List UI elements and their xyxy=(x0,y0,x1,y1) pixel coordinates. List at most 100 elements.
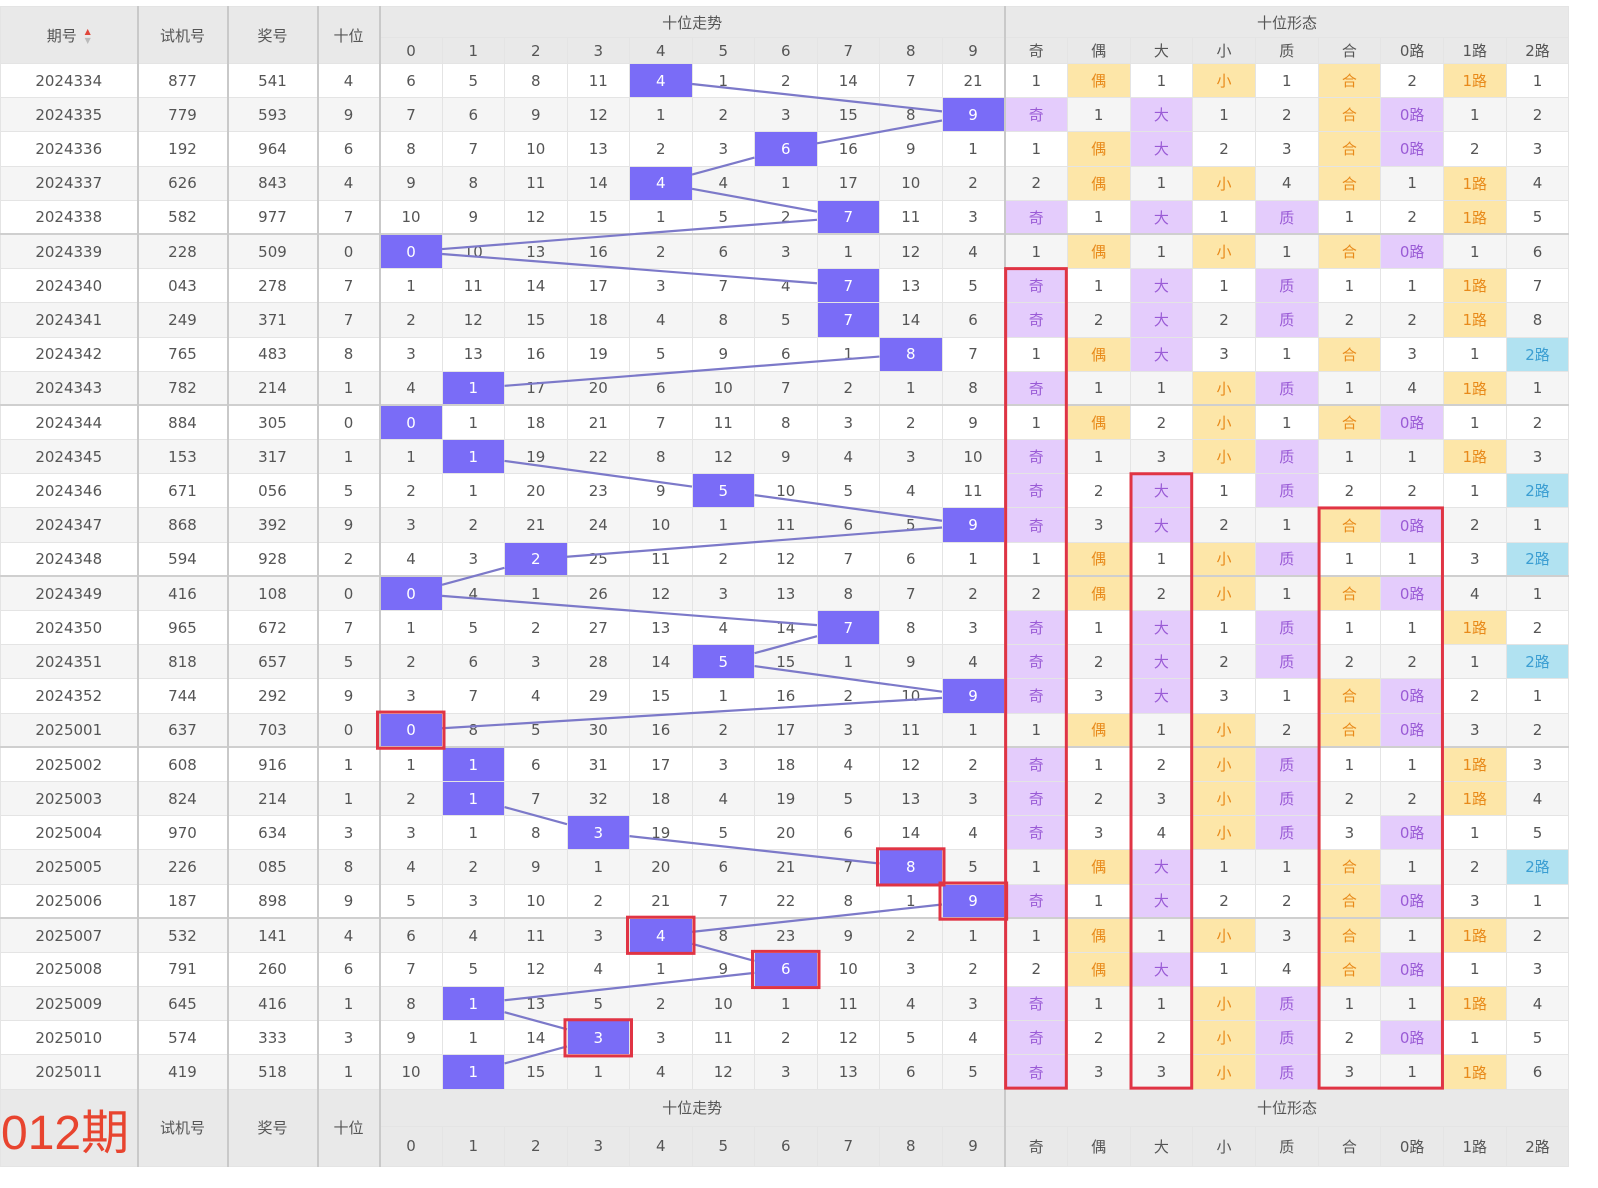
form-miss-cell: 2 xyxy=(1317,780,1382,817)
trend-miss-cell: 4 xyxy=(379,849,443,885)
trend-miss-cell: 2 xyxy=(941,165,1006,201)
prize-number-cell: 108 xyxy=(227,575,319,612)
trend-miss-cell: 6 xyxy=(816,507,880,543)
table-row: 2024347 868 392 9 3 2 21 24 10 1 11 6 5 9 奇 3 大 2 1 合 0路 2 1 xyxy=(0,507,1570,543)
period-cell: 2024334 xyxy=(0,62,139,99)
table-row: 2024336 192 964 6 8 7 10 13 2 3 6 16 9 1 1 偶大 2 3 合 0路 2 3 xyxy=(0,131,1570,167)
trend-miss-cell: 6 xyxy=(504,746,568,782)
table-row: 2025004 970 634 3 3 1 8 3 19 5 20 6 14 4 奇 3 4 小质 3 0路 1 5 xyxy=(0,815,1570,851)
form-hit-cell: 奇 xyxy=(1004,815,1068,851)
form-miss-cell: 2 xyxy=(1129,1020,1194,1056)
table-row: 2024334 877 541 4 6 5 8 11 4 1 2 14 7 21 1 偶 1 小 1 合 2 1路 1 xyxy=(0,62,1570,99)
footer-digit-2: 2 xyxy=(504,1125,568,1167)
form-hit-cell: 小 xyxy=(1192,541,1256,577)
trend-miss-cell: 2 xyxy=(566,883,630,919)
form-miss-cell: 1 xyxy=(1004,336,1068,372)
form-miss-cell: 3 xyxy=(1066,507,1131,543)
prize-number-cell: 657 xyxy=(227,644,319,680)
form-hit-cell: 2路 xyxy=(1505,849,1570,885)
trend-hit-cell: 5 xyxy=(691,473,755,509)
footer-form-label: 奇 xyxy=(1004,1125,1068,1167)
form-miss-cell: 3 xyxy=(1442,883,1507,919)
trend-miss-cell: 1 xyxy=(941,917,1006,953)
prize-number-cell: 964 xyxy=(227,131,319,167)
form-hit-cell: 质 xyxy=(1254,986,1319,1022)
form-hit-cell: 奇 xyxy=(1004,473,1068,509)
trend-miss-cell: 5 xyxy=(941,1054,1006,1090)
trend-miss-cell: 21 xyxy=(629,883,693,919)
form-miss-cell: 1 xyxy=(1129,917,1194,953)
trend-miss-cell: 22 xyxy=(754,883,818,919)
trend-miss-cell: 8 xyxy=(504,62,568,99)
form-hit-cell: 偶 xyxy=(1066,541,1131,577)
form-miss-cell: 8 xyxy=(1505,302,1570,338)
period-cell: 2024339 xyxy=(0,233,139,270)
prize-number-header: 奖号 xyxy=(227,6,319,64)
form-hit-cell: 合 xyxy=(1317,507,1382,543)
footer-trend-group-header: 十位走势 xyxy=(378,1088,1006,1127)
footer-digit-4: 4 xyxy=(629,1125,693,1167)
form-miss-cell: 1 xyxy=(1254,507,1319,543)
header-digit-0: 0 xyxy=(379,37,443,64)
form-miss-cell: 1 xyxy=(1066,746,1131,782)
form-hit-cell: 质 xyxy=(1254,268,1319,304)
period-cell: 2024348 xyxy=(0,541,139,577)
form-miss-cell: 1 xyxy=(1442,951,1507,988)
header-form-label: 合 xyxy=(1317,37,1382,64)
trend-miss-cell: 2 xyxy=(754,199,818,235)
form-hit-cell: 偶 xyxy=(1066,575,1131,612)
form-hit-cell: 小 xyxy=(1192,1020,1256,1056)
header-digit-3: 3 xyxy=(566,37,630,64)
table-row: 2024343 782 214 1 4 1 17 20 6 10 7 2 1 8 奇 1 1 小质 1 4 1路 1 xyxy=(0,370,1570,406)
trend-miss-cell: 7 xyxy=(879,575,943,612)
prize-number-cell: 214 xyxy=(227,370,319,406)
form-miss-cell: 1 xyxy=(1505,575,1570,612)
prize-number-cell: 634 xyxy=(227,815,319,851)
trend-miss-cell: 21 xyxy=(566,404,630,441)
trend-miss-cell: 16 xyxy=(754,678,818,714)
trend-miss-cell: 3 xyxy=(629,268,693,304)
form-miss-cell: 1 xyxy=(1317,986,1382,1022)
trend-miss-cell: 9 xyxy=(504,849,568,885)
form-hit-cell: 大 xyxy=(1129,473,1194,509)
trend-miss-cell: 1 xyxy=(754,986,818,1022)
trend-miss-cell: 2 xyxy=(504,609,568,646)
trend-hit-cell: 0 xyxy=(379,233,443,270)
period-cell: 2024338 xyxy=(0,199,139,235)
trend-miss-cell: 20 xyxy=(629,849,693,885)
form-hit-cell: 质 xyxy=(1254,199,1319,235)
header-digit-9: 9 xyxy=(941,37,1006,64)
trend-miss-cell: 19 xyxy=(629,815,693,851)
trend-miss-cell: 2 xyxy=(379,473,443,509)
sort-icon[interactable]: ▲ ▼ xyxy=(84,27,91,45)
form-hit-cell: 1路 xyxy=(1442,780,1507,817)
trend-miss-cell: 19 xyxy=(566,336,630,372)
trend-hit-cell: 6 xyxy=(754,951,818,988)
tens-cell: 0 xyxy=(317,575,381,612)
form-miss-cell: 4 xyxy=(1254,951,1319,988)
trend-miss-cell: 2 xyxy=(691,712,755,748)
prize-number-cell: 333 xyxy=(227,1020,319,1056)
header-digit-8: 8 xyxy=(879,37,943,64)
trend-miss-cell: 6 xyxy=(941,302,1006,338)
form-miss-cell: 2 xyxy=(1317,1020,1382,1056)
form-hit-cell: 2路 xyxy=(1505,541,1570,577)
tens-cell: 9 xyxy=(317,507,381,543)
trend-miss-cell: 2 xyxy=(629,986,693,1022)
form-miss-cell: 1 xyxy=(1004,849,1068,885)
form-miss-cell: 2 xyxy=(1129,746,1194,782)
header-form-label: 大 xyxy=(1129,37,1194,64)
period-header[interactable]: 期号 ▲ ▼ xyxy=(0,6,139,64)
trend-miss-cell: 1 xyxy=(441,473,505,509)
form-hit-cell: 奇 xyxy=(1004,1054,1068,1090)
period-cell: 2025008 xyxy=(0,951,139,988)
form-miss-cell: 1 xyxy=(1192,199,1256,235)
form-miss-cell: 1 xyxy=(1380,849,1444,885)
form-miss-cell: 1 xyxy=(1380,268,1444,304)
prize-number-cell: 483 xyxy=(227,336,319,372)
test-number-cell: 965 xyxy=(137,609,229,646)
trend-hit-cell: 1 xyxy=(441,780,505,817)
trend-miss-cell: 4 xyxy=(504,678,568,714)
form-hit-cell: 小 xyxy=(1192,815,1256,851)
